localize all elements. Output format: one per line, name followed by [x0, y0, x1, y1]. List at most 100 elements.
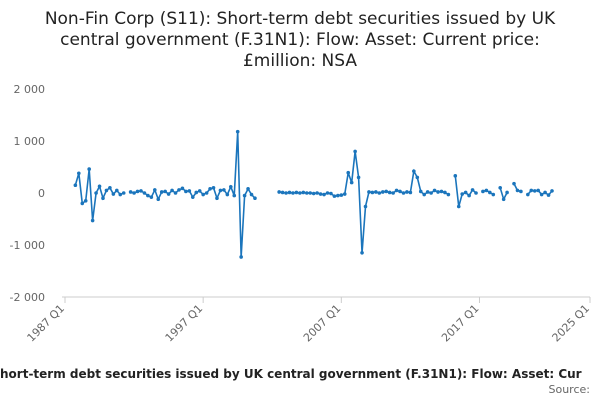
data-point: [474, 191, 478, 195]
data-point: [104, 188, 109, 193]
y-tick-label: 1 000: [14, 135, 46, 148]
data-point: [519, 189, 523, 194]
chart-title: central government (F.31N1): Flow: Asset…: [60, 30, 540, 50]
data-point: [153, 188, 157, 192]
data-point: [246, 187, 250, 191]
data-point: [232, 193, 237, 198]
data-point: [280, 190, 285, 195]
data-point: [159, 190, 164, 194]
data-point: [339, 193, 344, 197]
data-point: [377, 191, 382, 195]
data-point: [163, 189, 167, 194]
y-tick-label: -1 000: [10, 239, 45, 252]
data-point: [436, 190, 440, 194]
data-point: [532, 189, 537, 193]
data-point: [301, 190, 306, 195]
data-point: [439, 189, 444, 194]
data-point: [363, 204, 368, 209]
data-point: [401, 191, 406, 195]
data-point: [384, 189, 389, 194]
data-point: [387, 190, 392, 195]
data-point: [543, 190, 547, 195]
data-point: [415, 175, 420, 180]
x-tick-label: 2017 Q1: [439, 302, 482, 345]
data-point: [242, 193, 247, 198]
data-point: [80, 201, 85, 206]
data-point: [446, 192, 451, 197]
data-point: [284, 191, 288, 195]
data-point: [249, 192, 254, 197]
data-point: [308, 191, 313, 195]
data-point: [173, 191, 178, 195]
data-point: [218, 188, 223, 193]
data-point: [329, 191, 333, 196]
data-point: [460, 192, 465, 196]
data-point: [149, 195, 154, 199]
data-point: [139, 189, 143, 193]
data-point: [470, 188, 475, 192]
data-point: [342, 192, 347, 196]
x-tick-label: 2007 Q1: [301, 302, 344, 345]
data-point: [394, 188, 399, 193]
data-point: [418, 189, 423, 194]
data-point: [277, 190, 281, 194]
data-point: [311, 191, 316, 196]
data-point: [412, 169, 416, 173]
data-point: [121, 191, 126, 195]
data-point: [422, 192, 427, 197]
data-point: [142, 191, 147, 195]
data-point: [184, 189, 188, 194]
data-point: [374, 190, 378, 194]
data-point: [108, 186, 112, 190]
data-point: [488, 190, 492, 195]
footer-title: hort-term debt securities issued by UK c…: [0, 367, 582, 381]
data-point: [484, 188, 489, 193]
data-point: [432, 188, 437, 193]
data-point: [336, 193, 340, 198]
chart-title: £million: NSA: [243, 51, 357, 71]
data-point: [208, 187, 212, 191]
data-point: [429, 191, 433, 195]
data-point: [225, 192, 230, 197]
data-point: [197, 189, 202, 193]
data-point: [166, 192, 171, 196]
data-point: [235, 129, 240, 134]
data-point: [481, 189, 485, 194]
data-point: [228, 184, 233, 189]
data-point: [287, 190, 292, 195]
data-point: [443, 190, 447, 195]
data-point: [512, 181, 516, 186]
data-point: [550, 189, 554, 193]
data-point: [211, 186, 216, 190]
data-point: [353, 149, 357, 154]
data-point: [304, 191, 309, 195]
data-point: [539, 192, 544, 197]
y-tick-label: 0: [38, 187, 45, 200]
data-point: [501, 197, 506, 202]
data-point: [536, 188, 540, 193]
data-point: [118, 192, 123, 197]
data-point: [215, 196, 219, 200]
x-tick-label: 1997 Q1: [163, 302, 206, 345]
data-point: [83, 199, 88, 203]
data-point: [101, 196, 105, 200]
data-point: [322, 192, 326, 197]
data-point: [90, 218, 95, 223]
data-point: [132, 191, 136, 195]
data-point: [360, 251, 364, 255]
data-point: [505, 190, 509, 195]
data-point: [405, 190, 409, 194]
data-point: [194, 190, 199, 195]
data-point: [170, 188, 174, 193]
data-point: [73, 183, 78, 187]
data-point: [115, 188, 119, 193]
data-point: [87, 167, 91, 171]
data-point: [294, 190, 299, 195]
data-point: [222, 188, 226, 192]
data-point: [128, 190, 133, 194]
y-tick-label: -2 000: [10, 291, 45, 304]
data-point: [370, 190, 375, 195]
data-point: [201, 192, 205, 197]
source: Source:: [549, 383, 591, 396]
